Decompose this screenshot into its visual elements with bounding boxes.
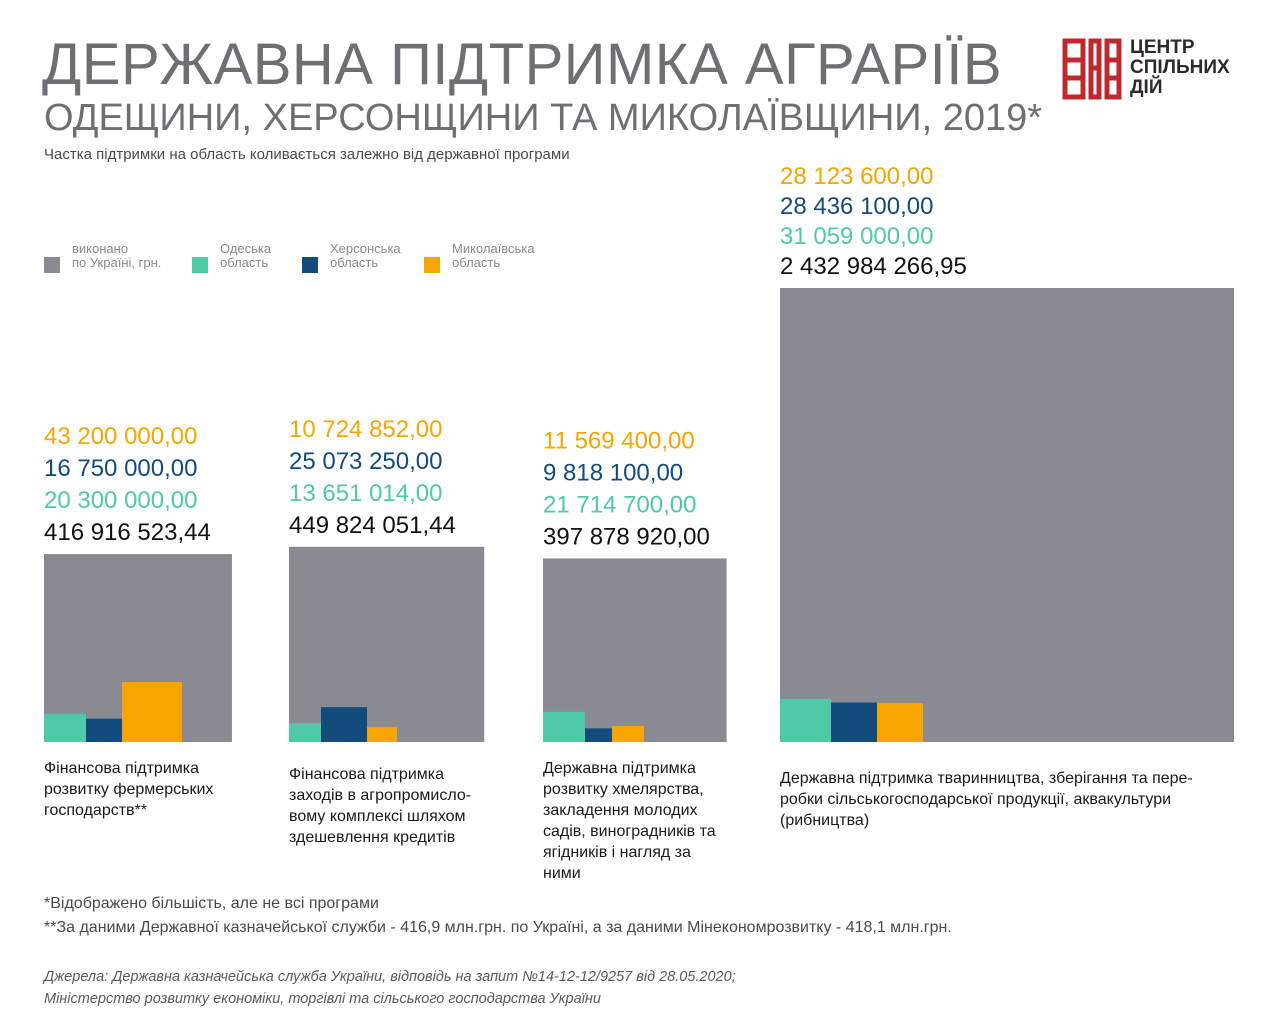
value-label-ukraine: 397 878 920,00 [543,523,710,550]
category-label-line: Державна підтримка тваринництва, зберіга… [780,770,1193,787]
region-bar [585,728,612,742]
total-square [543,558,727,742]
legend-swatch [44,257,60,273]
value-label-ukraine: 449 824 051,44 [289,512,456,539]
category-label-line: Фінансова підтримка [289,766,444,783]
region-bar [321,707,367,742]
sources: Джерела: Державна казначейська служба Ук… [44,966,736,1010]
source-line: Міністерство розвитку економіки, торгівл… [44,991,601,1007]
total-square [289,546,485,742]
category-label-line: здешевлення кредитів [289,829,456,846]
footnote: *Відображено більшість, але не всі прогр… [44,895,379,912]
region-bar [122,682,182,742]
category-label-line: робки сільськогосподарської продукції, а… [780,791,1172,808]
logo-text-line: ЦЕНТР [1130,37,1195,58]
value-label-ukraine: 2 432 984 266,95 [780,253,967,280]
value-label-mykolaiv: 28 123 600,00 [780,163,933,190]
legend-label-line: область [220,255,269,270]
value-label-odesa: 31 059 000,00 [780,223,933,250]
page-title: ДЕРЖАВНА ПІДТРИМКА АГРАРІЇВ [42,32,1003,97]
category-label-line: розвитку фермерських [44,781,214,798]
legend-label-line: виконано [72,241,129,256]
category-label-line: вому комплексі шляхом [289,808,466,825]
logo-text: ЦЕНТР СПІЛЬНИХ ДІЙ [1130,38,1240,98]
category-label-line: господарств** [44,802,148,819]
region-bar [612,725,644,742]
category-label-line: ними [543,865,581,882]
legend-label-line: Одеська [220,241,272,256]
region-bar [877,702,923,742]
category-label-line: заходів в агропромисло- [289,787,472,804]
legend-swatch [302,257,318,273]
legend-label-line: по Україні, грн. [72,255,162,270]
region-bar [44,713,86,742]
region-bar [86,718,122,742]
footnote: **За даними Державної казначейської служ… [44,919,952,936]
value-label-kherson: 9 818 100,00 [543,459,683,486]
category-label: Фінансова підтримка заходів в агропромисл… [289,764,471,848]
page-subtitle: Частка підтримки на область коливається … [44,146,570,163]
logo-icon [1062,38,1122,100]
region-bar [367,727,397,742]
source-line: Джерела: Державна казначейська служба Ук… [44,969,736,985]
category-label-line: Державна підтримка [543,760,696,777]
category-label-line: закладення молодих [543,802,698,819]
footnotes: *Відображено більшість, але не всі прогр… [44,892,952,940]
legend-label: Херсонська область [330,242,450,270]
region-bar [543,711,585,742]
value-label-mykolaiv: 11 569 400,00 [543,427,695,454]
value-label-kherson: 28 436 100,00 [780,193,933,220]
value-label-mykolaiv: 43 200 000,00 [44,423,197,450]
legend-label: виконано по Україні, грн. [72,242,192,270]
logo: ЦЕНТР СПІЛЬНИХ ДІЙ [1062,38,1242,100]
category-label: Державна підтримка розвитку хмелярства, за… [543,758,716,884]
region-bar [831,702,877,742]
page-title-line2: ОДЕЩИНИ, ХЕРСОНЩИНИ ТА МИКОЛАЇВЩИНИ, 201… [44,97,1043,139]
region-bar [289,723,321,742]
value-label-odesa: 21 714 700,00 [543,491,696,518]
category-label-line: розвитку хмелярства, [543,781,704,798]
category-label: Фінансова підтримка розвитку фермерських г… [44,758,213,821]
legend-swatch [192,257,208,273]
legend-label-line: область [452,255,501,270]
value-label-odesa: 20 300 000,00 [44,487,197,514]
value-label-ukraine: 416 916 523,44 [44,519,211,546]
total-square [780,288,1234,742]
category-label-line: Фінансова підтримка [44,760,199,777]
category-label-line: ягідників і нагляд за [543,844,691,861]
value-label-odesa: 13 651 014,00 [289,480,442,507]
category-label: Державна підтримка тваринництва, зберіга… [780,768,1193,831]
legend-label: Одеська область [220,242,340,270]
legend-label-line: Херсонська [330,241,401,256]
category-label-line: (рибництва) [780,812,870,829]
category-label-line: садів, виноградників та [543,823,716,840]
region-bar [780,698,831,742]
legend-label-line: область [330,255,379,270]
legend-label-line: Миколаївська [452,241,535,256]
value-label-kherson: 16 750 000,00 [44,455,197,482]
value-label-kherson: 25 073 250,00 [289,448,442,475]
value-label-mykolaiv: 10 724 852,00 [289,416,442,443]
logo-text-line: СПІЛЬНИХ [1130,57,1230,78]
legend-label: Миколаївська область [452,242,572,270]
logo-text-line: ДІЙ [1130,77,1163,98]
legend-swatch [424,257,440,273]
